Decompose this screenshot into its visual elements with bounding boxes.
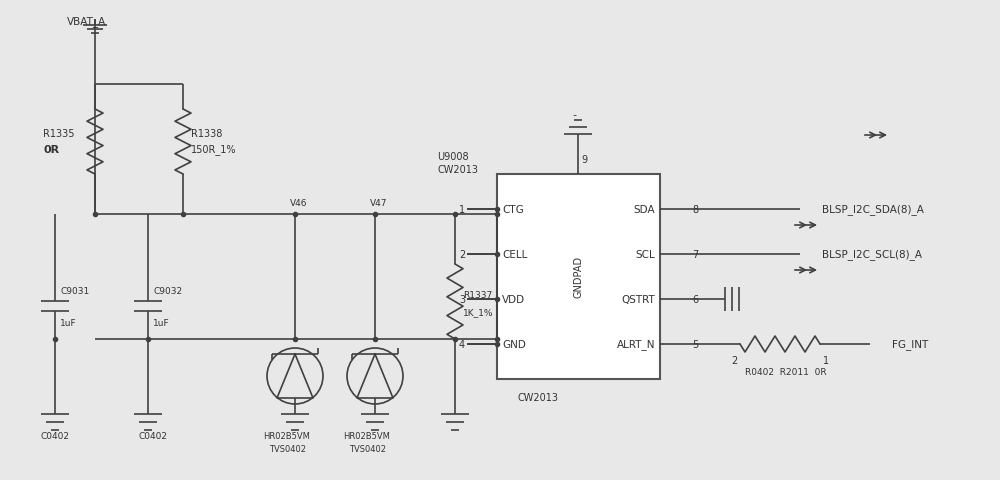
Text: C9031: C9031 <box>60 287 89 296</box>
Text: BLSP_I2C_SCL(8)_A: BLSP_I2C_SCL(8)_A <box>822 249 922 260</box>
Text: 2: 2 <box>731 355 737 365</box>
Text: R0402  R2011  0R: R0402 R2011 0R <box>745 368 827 377</box>
Text: 6: 6 <box>692 294 698 304</box>
Text: CW2013: CW2013 <box>437 165 478 175</box>
Text: FG_INT: FG_INT <box>892 339 928 350</box>
Text: 1: 1 <box>459 204 465 215</box>
Text: 4: 4 <box>459 339 465 349</box>
Text: 8: 8 <box>692 204 698 215</box>
Text: GNDPAD: GNDPAD <box>573 255 583 298</box>
Text: C0402: C0402 <box>40 432 69 441</box>
Text: CW2013: CW2013 <box>517 392 558 402</box>
Text: C9032: C9032 <box>153 287 182 296</box>
Bar <box>497 175 660 379</box>
Text: 1: 1 <box>823 355 829 365</box>
Text: R1337: R1337 <box>463 290 492 299</box>
Text: R1335: R1335 <box>43 129 75 139</box>
Text: U9008: U9008 <box>437 152 469 162</box>
Text: 150R_1%: 150R_1% <box>191 144 237 155</box>
Text: 1K_1%: 1K_1% <box>463 308 494 317</box>
Text: 1uF: 1uF <box>60 319 77 328</box>
Text: TVS0402: TVS0402 <box>349 444 386 454</box>
Text: C0402: C0402 <box>138 432 167 441</box>
Text: -: - <box>572 110 576 120</box>
Text: VDD: VDD <box>502 294 525 304</box>
Text: V46: V46 <box>290 198 308 207</box>
Text: QSTRT: QSTRT <box>621 294 655 304</box>
Text: SDA: SDA <box>633 204 655 215</box>
Text: CELL: CELL <box>502 250 527 260</box>
Text: 1uF: 1uF <box>153 319 170 328</box>
Text: VBAT_A: VBAT_A <box>67 16 106 27</box>
Text: 7: 7 <box>692 250 698 260</box>
Text: R1338: R1338 <box>191 129 222 139</box>
Text: SCL: SCL <box>635 250 655 260</box>
Text: 3: 3 <box>459 294 465 304</box>
Text: BLSP_I2C_SDA(8)_A: BLSP_I2C_SDA(8)_A <box>822 204 924 215</box>
Text: GND: GND <box>502 339 526 349</box>
Text: ALRT_N: ALRT_N <box>616 339 655 350</box>
Text: V47: V47 <box>370 198 388 207</box>
Text: 9: 9 <box>581 155 587 165</box>
Text: HR02B5VM: HR02B5VM <box>263 432 310 441</box>
Text: CTG: CTG <box>502 204 524 215</box>
Text: 0R: 0R <box>43 144 59 155</box>
Text: HR02B5VM: HR02B5VM <box>343 432 390 441</box>
Text: 2: 2 <box>459 250 465 260</box>
Text: TVS0402: TVS0402 <box>269 444 306 454</box>
Text: 5: 5 <box>692 339 698 349</box>
